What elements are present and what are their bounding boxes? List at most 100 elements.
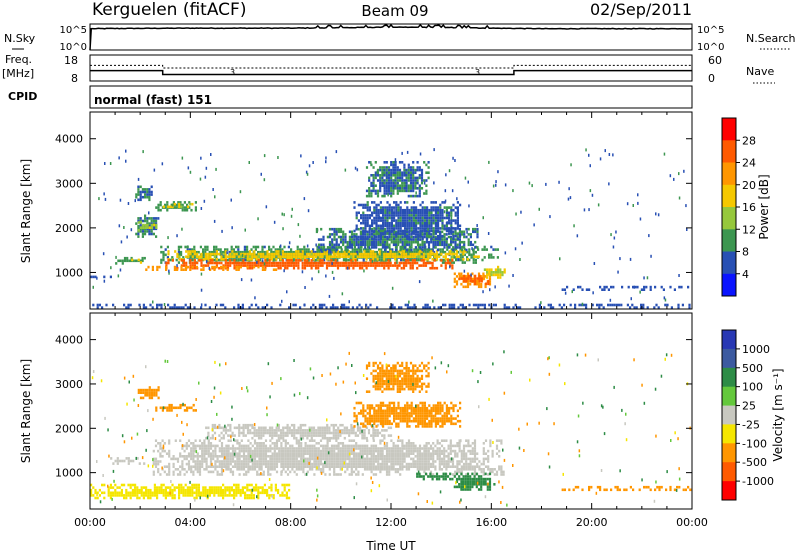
velocity-cell: [344, 452, 347, 455]
velocity-cell: [260, 426, 263, 430]
power-cell: [303, 245, 306, 249]
power-cell: [94, 275, 97, 279]
power-cell: [443, 240, 446, 244]
velocity-cell: [399, 473, 402, 476]
velocity-cell: [337, 447, 340, 450]
power-cell: [144, 195, 147, 199]
velocity-cell: [308, 460, 312, 463]
power-cell: [112, 303, 115, 307]
velocity-cell: [258, 442, 261, 445]
power-colorbar-tick: 28: [742, 134, 756, 147]
power-cell: [332, 252, 335, 256]
velocity-cell: [333, 468, 336, 471]
power-cell: [425, 163, 428, 167]
power-cell: [355, 233, 358, 236]
nsky-panel: N.Sky 10^5 10^0 10^5 10^0 N.Search: [4, 23, 796, 53]
power-cell: [421, 206, 424, 209]
power-cell: [420, 174, 424, 177]
power-cell: [452, 227, 455, 230]
power-cell: [237, 306, 240, 309]
velocity-cell: [205, 447, 208, 450]
velocity-cell: [194, 455, 197, 458]
velocity-cell: [454, 444, 457, 448]
velocity-cell: [196, 470, 199, 474]
power-cell: [386, 232, 389, 235]
power-cell: [191, 261, 194, 265]
power-cell: [318, 250, 321, 254]
velocity-cell: [262, 460, 265, 463]
power-cell: [366, 235, 369, 239]
velocity-cell: [304, 460, 307, 463]
power-cell: [266, 303, 269, 307]
velocity-cell: [427, 457, 430, 461]
velocity-cell: [284, 434, 287, 437]
power-cell: [454, 232, 457, 235]
power-speckle: [411, 230, 413, 234]
velocity-cell: [152, 470, 155, 474]
power-cell: [146, 188, 149, 191]
velocity-cell: [363, 460, 367, 463]
velocity-cell: [352, 444, 356, 448]
power-cell: [340, 250, 343, 254]
power-speckle: [467, 180, 469, 184]
power-cell: [401, 214, 404, 217]
power-cell: [681, 303, 684, 307]
power-cell: [303, 253, 306, 257]
velocity-cell: [390, 457, 393, 461]
velocity-cell: [348, 447, 351, 450]
power-cell: [326, 235, 329, 239]
velocity-cell: [273, 449, 276, 453]
velocity-cell: [355, 442, 358, 445]
power-cell: [262, 252, 265, 256]
power-cell: [287, 245, 290, 249]
velocity-cell: [368, 460, 371, 463]
velocity-cell: [460, 449, 463, 453]
power-cell: [399, 206, 402, 209]
velocity-cell: [379, 470, 382, 474]
velocity-cell: [473, 439, 477, 442]
power-speckle: [504, 183, 507, 187]
power-cell: [444, 264, 447, 267]
velocity-cell: [440, 439, 444, 442]
power-cell: [419, 203, 422, 207]
power-cell: [141, 219, 144, 223]
power-cell: [230, 258, 233, 262]
velocity-cell: [271, 431, 274, 435]
power-cell: [233, 266, 236, 270]
power-cell: [362, 221, 365, 225]
power-cell: [182, 259, 185, 262]
power-cell: [303, 255, 307, 258]
power-cell: [378, 261, 381, 265]
velocity-cell: [222, 436, 225, 440]
power-cell: [374, 255, 377, 258]
velocity-cell: [361, 473, 364, 476]
power-cell: [137, 193, 140, 196]
power-cell: [432, 227, 435, 230]
velocity-cell: [449, 465, 452, 468]
velocity-cell: [333, 473, 336, 476]
velocity-cell: [277, 426, 280, 430]
power-cell: [383, 227, 387, 231]
velocity-cell: [271, 426, 274, 430]
power-cell: [469, 277, 472, 280]
velocity-cell: [231, 434, 234, 437]
power-cell: [125, 306, 128, 309]
velocity-cell: [275, 431, 278, 435]
velocity-cell: [449, 460, 452, 463]
power-cell: [467, 277, 470, 280]
velocity-cell: [262, 426, 265, 430]
velocity-cell: [467, 457, 470, 461]
power-cell: [430, 224, 433, 228]
velocity-cell: [482, 449, 485, 453]
power-cell: [237, 261, 241, 265]
power-speckle: [581, 302, 584, 306]
velocity-cell: [456, 465, 459, 468]
power-cell: [310, 264, 313, 267]
power-cell: [395, 227, 398, 230]
power-cell: [401, 181, 404, 185]
power-cell: [408, 208, 411, 212]
power-cell: [224, 264, 227, 267]
velocity-cell: [284, 457, 287, 461]
power-cell: [488, 271, 491, 274]
power-speckle: [341, 292, 344, 296]
